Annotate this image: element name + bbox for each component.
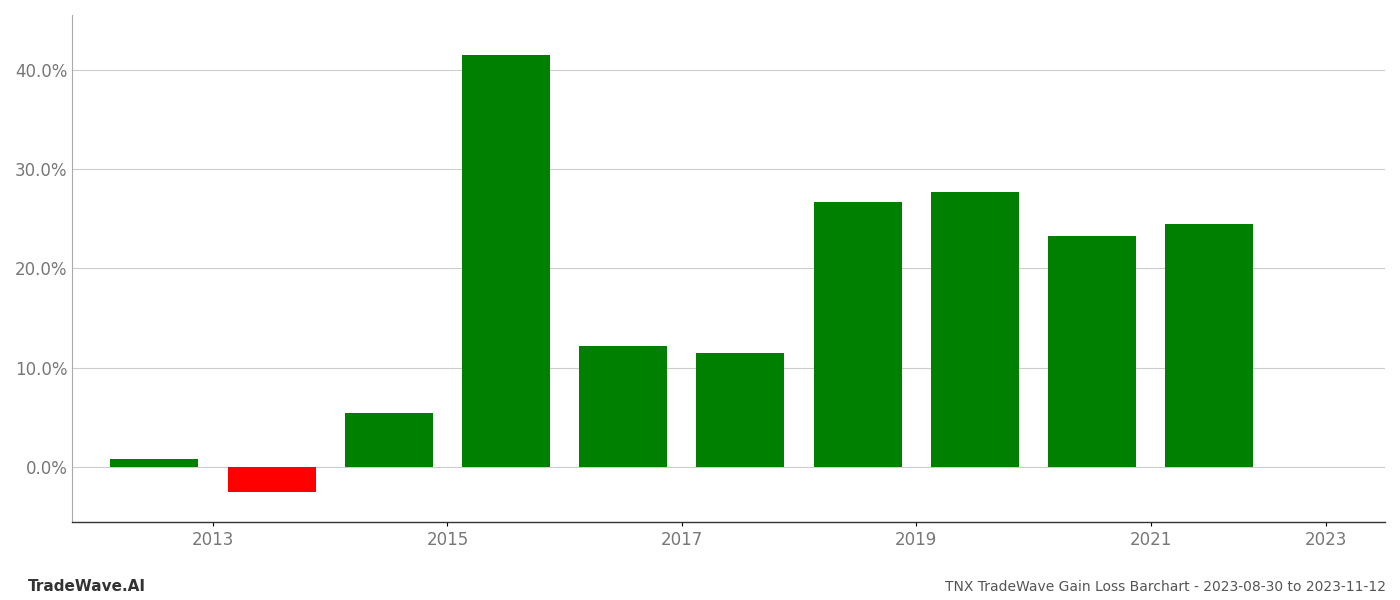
- Bar: [1049, 236, 1135, 467]
- Bar: [931, 192, 1019, 467]
- Bar: [111, 460, 199, 467]
- Bar: [813, 202, 902, 467]
- Bar: [696, 353, 784, 467]
- Text: TradeWave.AI: TradeWave.AI: [28, 579, 146, 594]
- Bar: [344, 413, 433, 467]
- Bar: [462, 55, 550, 467]
- Bar: [228, 467, 315, 492]
- Text: TNX TradeWave Gain Loss Barchart - 2023-08-30 to 2023-11-12: TNX TradeWave Gain Loss Barchart - 2023-…: [945, 580, 1386, 594]
- Bar: [580, 346, 668, 467]
- Bar: [1165, 224, 1253, 467]
